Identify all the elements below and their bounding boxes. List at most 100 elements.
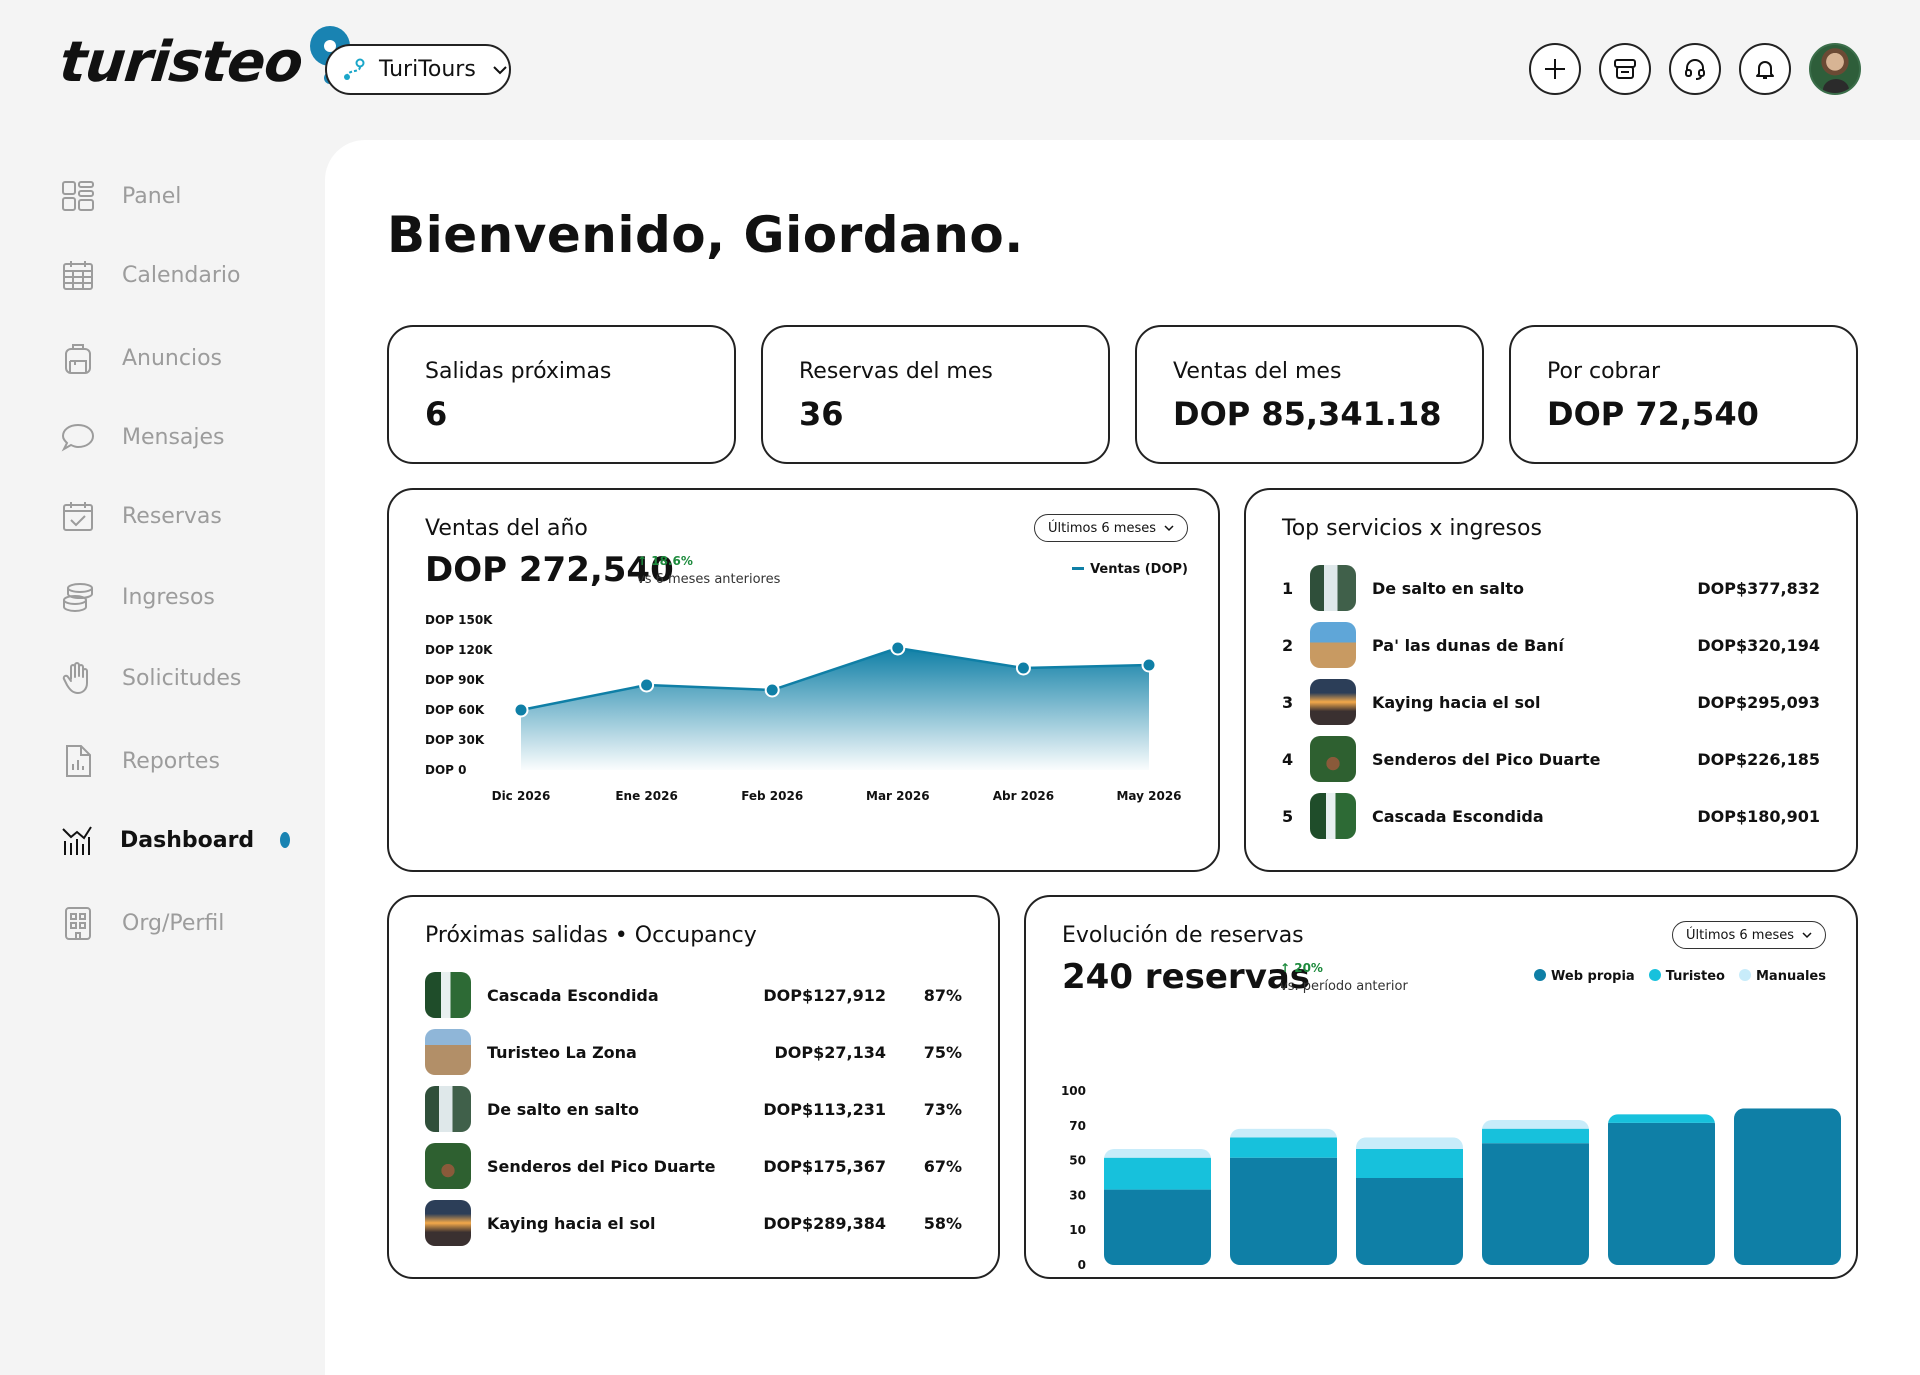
add-button[interactable] — [1529, 43, 1581, 95]
list-item[interactable]: Cascada Escondida DOP$127,912 87% — [425, 971, 962, 1019]
list-item[interactable]: Turisteo La Zona DOP$27,134 75% — [425, 1028, 962, 1076]
sales-point[interactable] — [890, 640, 906, 656]
turisteo-logo[interactable]: turisteo — [57, 25, 352, 95]
route-icon — [344, 58, 365, 80]
list-item[interactable]: 5 Cascada Escondida DOP$180,901 — [1282, 792, 1820, 840]
departure-name: Kaying hacia el sol — [487, 1213, 656, 1233]
sales-point[interactable] — [1015, 660, 1031, 676]
sidebar-item-anuncios[interactable]: Anuncios — [60, 340, 290, 376]
departures-card: Próximas salidas • Occupancy Cascada Esc… — [387, 895, 1000, 1279]
kpi-card-por-cobrar[interactable]: Por cobrar DOP 72,540 — [1509, 325, 1858, 464]
sidebar-item-label: Reportes — [122, 748, 220, 774]
bar-stack[interactable] — [1734, 1108, 1841, 1265]
support-button[interactable] — [1669, 43, 1721, 95]
bar-segment — [1356, 1178, 1463, 1265]
legend-swatch — [1534, 969, 1546, 981]
service-revenue: DOP$295,093 — [1697, 692, 1820, 712]
legend-line-swatch — [1072, 567, 1085, 570]
bar-segment — [1482, 1128, 1589, 1144]
sales-point[interactable] — [1141, 657, 1157, 673]
sidebar-item-panel[interactable]: Panel — [60, 178, 290, 214]
card-title: Evolución de reservas — [1062, 923, 1304, 948]
bar-segment — [1104, 1149, 1211, 1158]
bar-stack[interactable] — [1104, 1149, 1211, 1265]
sidebar-item-ingresos[interactable]: Ingresos — [60, 579, 290, 615]
bookings-range-dropdown[interactable]: Últimos 6 meses — [1672, 921, 1826, 949]
bar-stack[interactable] — [1356, 1137, 1463, 1265]
x-tick-label: Feb 2026 — [741, 789, 803, 803]
kpi-value: DOP 85,341.18 — [1173, 395, 1442, 433]
headset-icon — [1685, 59, 1705, 80]
departure-amount: DOP$127,912 — [763, 985, 886, 1005]
legend-item: Manuales — [1738, 969, 1826, 984]
kpi-card-ventas[interactable]: Ventas del mes DOP 85,341.18 — [1135, 325, 1484, 464]
bookings-chart-card: Evolución de reservas Últimos 6 meses 24… — [1024, 895, 1858, 1279]
card-title: Ventas del año — [425, 516, 588, 541]
chevron-down-icon — [1802, 932, 1812, 939]
bar-stack[interactable] — [1230, 1128, 1337, 1265]
departure-amount: DOP$289,384 — [763, 1213, 886, 1233]
list-item[interactable]: 4 Senderos del Pico Duarte DOP$226,185 — [1282, 735, 1820, 783]
kpi-card-salidas[interactable]: Salidas próximas 6 — [387, 325, 736, 464]
kpi-card-reservas[interactable]: Reservas del mes 36 — [761, 325, 1110, 464]
sidebar-item-reportes[interactable]: Reportes — [60, 743, 290, 779]
y-tick-label: DOP 90K — [425, 673, 485, 687]
avatar[interactable] — [1809, 43, 1861, 95]
list-item[interactable]: Senderos del Pico Duarte DOP$175,367 67% — [425, 1142, 962, 1190]
rank-number: 1 — [1282, 578, 1294, 598]
list-item[interactable]: 3 Kaying hacia el sol DOP$295,093 — [1282, 678, 1820, 726]
x-tick-label: Mar 2026 — [866, 789, 930, 803]
sidebar-item-org-perfil[interactable]: Org/Perfil — [60, 905, 290, 941]
bar-segment — [1356, 1137, 1463, 1149]
service-thumbnail — [1310, 793, 1356, 839]
departure-amount: DOP$113,231 — [763, 1099, 886, 1119]
service-name: Kaying hacia el sol — [1372, 692, 1541, 712]
report-icon — [60, 743, 96, 779]
active-indicator — [280, 832, 290, 848]
top-actions — [1529, 43, 1861, 95]
main-panel: Bienvenido, Giordano. Salidas próximas 6… — [325, 140, 1920, 1375]
rank-number: 4 — [1282, 749, 1294, 769]
legend-swatch — [1738, 969, 1751, 981]
sidebar-item-mensajes[interactable]: Mensajes — [60, 419, 290, 455]
page-title: Bienvenido, Giordano. — [387, 206, 1024, 264]
departure-amount: DOP$27,134 — [774, 1042, 886, 1062]
bar-stack[interactable] — [1608, 1114, 1715, 1265]
sales-point[interactable] — [764, 682, 780, 698]
list-item[interactable]: 2 Pa' las dunas de Baní DOP$320,194 — [1282, 621, 1820, 669]
sidebar-item-label: Org/Perfil — [122, 910, 225, 936]
service-thumbnail — [1310, 679, 1356, 725]
sidebar-item-label: Reservas — [122, 503, 222, 529]
sales-point[interactable] — [513, 702, 529, 718]
bar-stack[interactable] — [1482, 1120, 1589, 1265]
list-item[interactable]: De salto en salto DOP$113,231 73% — [425, 1085, 962, 1133]
bar-segment — [1482, 1143, 1589, 1265]
bar-segment — [1230, 1128, 1337, 1138]
y-tick-label: 30 — [1069, 1188, 1086, 1202]
notifications-button[interactable] — [1739, 43, 1791, 95]
bookings-legend: Web propia Turisteo Manuales — [1534, 969, 1826, 984]
list-item[interactable]: 1 De salto en salto DOP$377,832 — [1282, 564, 1820, 612]
departure-name: De salto en salto — [487, 1099, 639, 1119]
y-tick-label: DOP 60K — [425, 703, 485, 717]
org-selector[interactable]: TuriTours — [325, 44, 511, 95]
x-tick-label: Ene 2026 — [615, 789, 677, 803]
card-title: Próximas salidas • Occupancy — [425, 923, 757, 948]
service-name: Senderos del Pico Duarte — [1372, 749, 1601, 769]
store-button[interactable] — [1599, 43, 1651, 95]
y-tick-label: 0 — [1078, 1258, 1086, 1272]
sidebar-item-reservas[interactable]: Reservas — [60, 498, 290, 534]
sidebar-item-label: Ingresos — [122, 584, 215, 610]
bar-segment — [1104, 1189, 1211, 1265]
y-tick-label: 10 — [1069, 1223, 1086, 1237]
sales-point[interactable] — [639, 677, 655, 693]
coins-icon — [60, 579, 96, 615]
list-item[interactable]: Kaying hacia el sol DOP$289,384 58% — [425, 1199, 962, 1247]
x-tick-label: May 2026 — [1116, 789, 1181, 803]
sales-range-dropdown[interactable]: Últimos 6 meses — [1034, 514, 1188, 542]
sidebar-item-solicitudes[interactable]: Solicitudes — [60, 660, 290, 696]
sidebar-item-label: Panel — [122, 183, 182, 209]
sidebar-item-calendario[interactable]: Calendario — [60, 257, 290, 293]
sidebar-item-dashboard[interactable]: Dashboard — [60, 822, 290, 858]
